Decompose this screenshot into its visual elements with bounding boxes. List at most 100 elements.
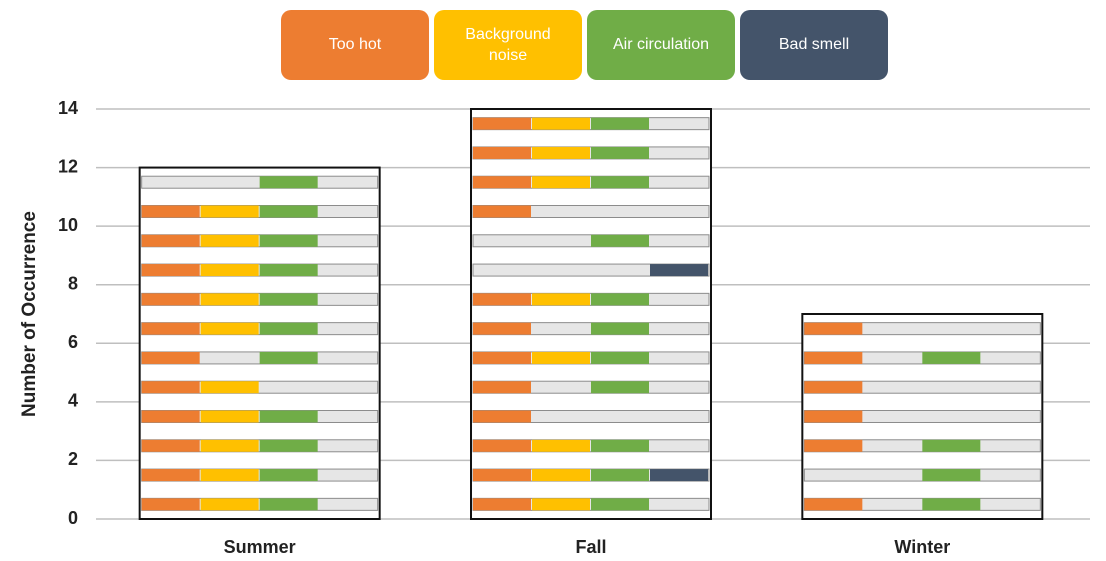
complaint-segment — [591, 176, 649, 189]
y-tick-label: 6 — [68, 332, 78, 352]
complaint-segment — [804, 439, 863, 452]
complaint-segment — [141, 293, 200, 306]
complaint-segment — [591, 351, 649, 364]
y-tick-label: 10 — [58, 215, 78, 235]
complaint-segment — [591, 322, 649, 335]
complaint-segment — [259, 351, 318, 364]
x-tick-label: Winter — [894, 537, 950, 557]
legend-swatch — [587, 10, 735, 80]
complaint-segment — [259, 293, 318, 306]
legend-label: Too hot — [329, 36, 382, 53]
complaint-segment — [141, 322, 200, 335]
complaint-segment — [804, 351, 863, 364]
complaint-segment — [591, 234, 649, 247]
legend-item: Background noise — [434, 10, 582, 80]
complaint-segment — [473, 117, 531, 130]
legend-item: Air circulation — [587, 10, 735, 80]
complaint-segment — [259, 322, 318, 335]
y-tick-label: 0 — [68, 508, 78, 528]
complaint-segment — [473, 322, 531, 335]
complaint-segment — [200, 410, 259, 423]
complaint-segment — [591, 381, 649, 394]
legend-swatch — [281, 10, 429, 80]
y-tick-label: 4 — [68, 391, 78, 411]
complaint-segment — [532, 469, 590, 482]
complaint-segment — [200, 322, 259, 335]
complaint-segment — [532, 293, 590, 306]
complaint-segment — [532, 351, 590, 364]
bar — [470, 108, 712, 520]
complaint-segment — [259, 264, 318, 277]
complaint-segment — [532, 498, 590, 511]
legend-label: Bad smell — [779, 36, 849, 53]
complaint-segment — [591, 469, 649, 482]
complaint-segment — [804, 381, 863, 394]
complaint-segment — [922, 439, 981, 452]
complaint-segment — [473, 498, 531, 511]
complaint-segment — [650, 264, 708, 277]
x-tick-label: Summer — [224, 537, 296, 557]
complaint-segment — [532, 176, 590, 189]
complaint-segment — [804, 322, 863, 335]
legend-item: Too hot — [281, 10, 429, 80]
y-tick-label: 12 — [58, 156, 78, 176]
complaint-segment — [141, 205, 200, 218]
y-tick-label: 2 — [68, 449, 78, 469]
complaint-segment — [200, 439, 259, 452]
complaint-segment — [591, 146, 649, 159]
complaint-segment — [804, 498, 863, 511]
complaint-segment — [804, 410, 863, 423]
complaint-segment — [200, 498, 259, 511]
complaint-segment — [473, 351, 531, 364]
complaint-segment — [259, 205, 318, 218]
complaint-segment — [922, 498, 981, 511]
complaint-segment — [473, 439, 531, 452]
complaint-segment — [259, 410, 318, 423]
complaint-segment — [473, 381, 531, 394]
legend-label: Background noise — [465, 26, 550, 64]
complaint-segment — [259, 176, 318, 189]
complaint-segment — [200, 469, 259, 482]
y-axis-label: Number of Occurrence — [19, 211, 40, 417]
complaint-segment — [473, 410, 531, 423]
complaint-segment — [473, 146, 531, 159]
complaint-segment — [141, 381, 200, 394]
complaint-segment — [200, 264, 259, 277]
bar — [138, 166, 381, 520]
complaint-segment — [141, 264, 200, 277]
y-tick-label: 8 — [68, 273, 78, 293]
complaint-segment — [650, 469, 708, 482]
occurrence-row — [803, 468, 1041, 482]
complaint-segment — [200, 293, 259, 306]
complaint-segment — [141, 410, 200, 423]
legend-item: Bad smell — [740, 10, 888, 80]
complaint-segment — [532, 117, 590, 130]
complaint-segment — [591, 293, 649, 306]
complaint-segment — [259, 469, 318, 482]
complaint-segment — [141, 351, 200, 364]
complaint-segment — [259, 498, 318, 511]
legend-label: Air circulation — [613, 36, 709, 53]
complaint-segment — [259, 234, 318, 247]
complaint-segment — [200, 234, 259, 247]
complaint-segment — [141, 234, 200, 247]
complaint-segment — [200, 205, 259, 218]
complaint-segment — [922, 469, 981, 482]
complaint-segment — [141, 439, 200, 452]
complaint-segment — [259, 439, 318, 452]
legend-swatch — [740, 10, 888, 80]
complaint-segment — [141, 469, 200, 482]
complaint-segment — [473, 293, 531, 306]
complaint-segment — [591, 439, 649, 452]
complaint-segment — [922, 351, 981, 364]
complaint-segment — [473, 205, 531, 218]
complaint-segment — [591, 117, 649, 130]
complaint-segment — [141, 498, 200, 511]
complaint-segment — [200, 381, 259, 394]
complaint-segment — [532, 439, 590, 452]
x-tick-label: Fall — [575, 537, 606, 557]
complaint-segment — [473, 176, 531, 189]
complaint-segment — [473, 469, 531, 482]
complaint-segment — [532, 146, 590, 159]
